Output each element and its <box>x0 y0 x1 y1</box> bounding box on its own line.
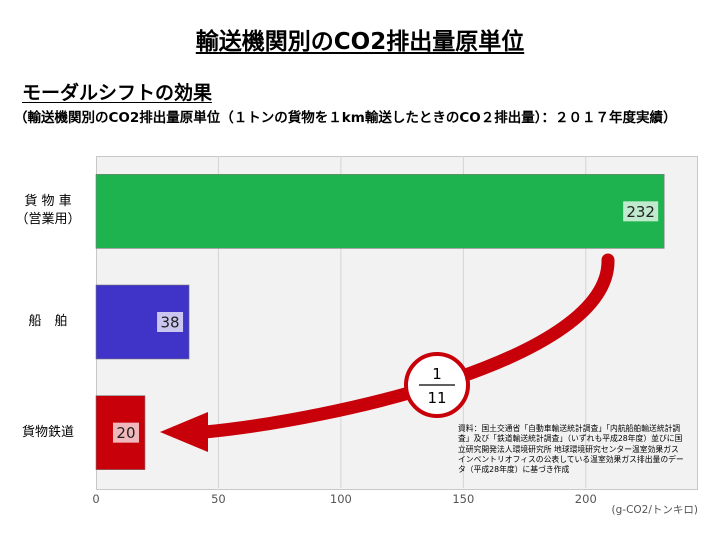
category-label-1: 貨 物 車（営業用） <box>15 194 81 227</box>
x-tick-label: 0 <box>92 492 100 506</box>
chart-description: （輸送機関別のCO2排出量原単位（１トンの貨物を１km輸送したときのCO２排出量… <box>14 110 677 126</box>
x-tick-label: 200 <box>574 492 597 506</box>
x-tick-label: 50 <box>211 492 226 506</box>
page-title: 輸送機関別のCO2排出量原単位 <box>195 29 525 55</box>
section-subtitle: モーダルシフトの効果 <box>22 82 213 104</box>
source-note: 資料：国土交通省「自動車輸送統計調査」「内航船舶輸送統計調査」及び「鉄道輸送統計… <box>458 424 684 475</box>
x-axis-unit: (g-CO2/トンキロ) <box>611 504 698 516</box>
category-label-3: 貨物鉄道 <box>21 424 74 440</box>
category-label-2: 船 舶 <box>28 314 68 329</box>
x-tick-label: 100 <box>329 492 352 506</box>
x-tick-label: 150 <box>452 492 475 506</box>
